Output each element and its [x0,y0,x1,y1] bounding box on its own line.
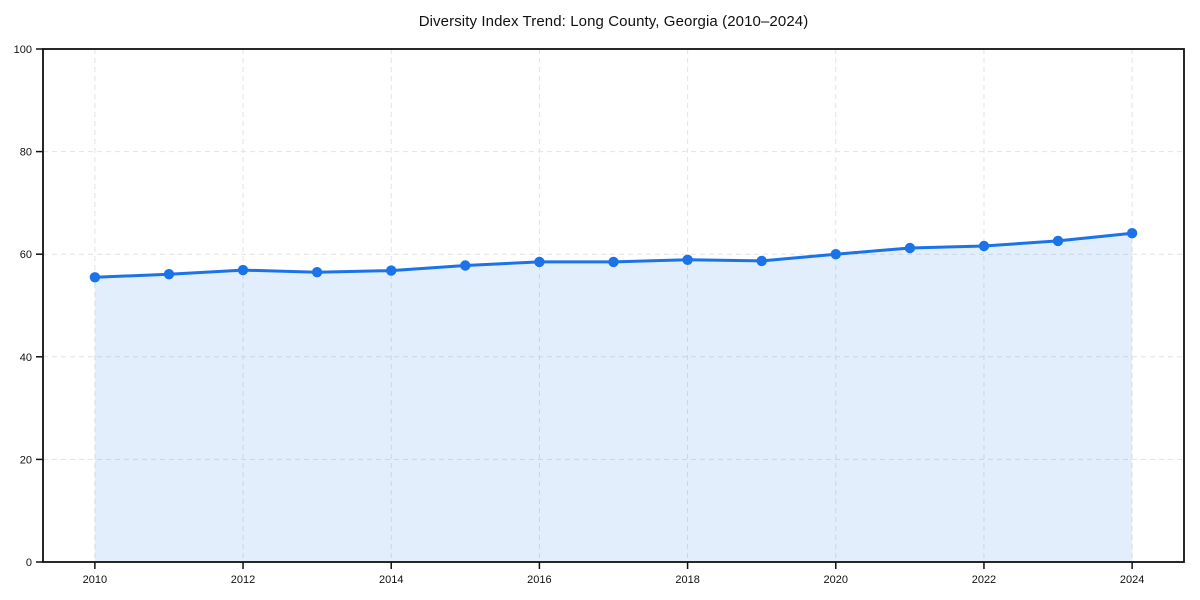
chart-title: Diversity Index Trend: Long County, Geor… [418,13,809,30]
x-tick-label: 2014 [379,574,403,586]
data-point-2015 [460,260,471,271]
x-tick-label: 2022 [972,574,996,586]
y-tick-label: 100 [14,44,32,56]
y-tick-label: 80 [20,147,32,159]
x-tick-label: 2012 [231,574,255,586]
x-tick-label: 2020 [824,574,848,586]
data-point-2020 [830,249,841,260]
x-tick-label: 2018 [675,574,699,586]
data-point-2011 [163,269,175,280]
data-point-2022 [978,240,990,252]
y-tick-label: 20 [20,454,32,466]
data-point-2016 [534,256,545,268]
data-point-2010 [89,272,101,283]
data-point-2013 [311,267,323,278]
data-point-2014 [386,265,397,276]
data-point-2012 [237,264,249,276]
data-point-2019 [756,255,767,267]
data-point-2021 [904,242,916,254]
data-point-2023 [1052,235,1064,247]
area-fill [94,233,1133,562]
x-tick-label: 2024 [1120,574,1144,586]
data-point-2017 [608,256,619,268]
x-tick-label: 2016 [527,574,551,586]
data-point-2024 [1126,228,1138,239]
x-tick-label: 2010 [83,574,107,586]
data-point-2018 [682,254,693,265]
y-tick-label: 0 [26,557,32,569]
plot-border [42,48,1185,563]
y-tick-label: 60 [20,249,32,261]
y-tick-label: 40 [20,352,32,364]
